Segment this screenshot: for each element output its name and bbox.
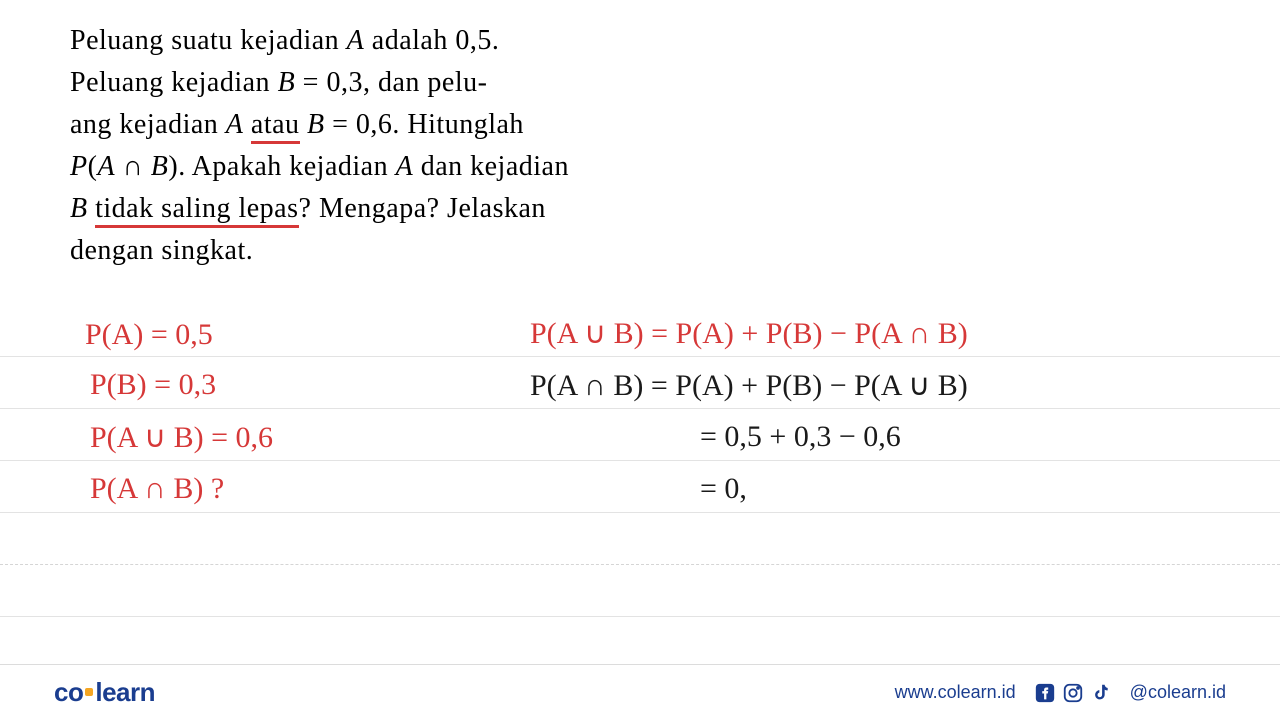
tiktok-icon [1090,682,1112,704]
text [300,109,308,140]
text: ( [88,151,98,182]
text: Peluang kejadian [70,67,278,98]
footer-url: www.colearn.id [895,682,1016,703]
text: dan kejadian [413,151,569,182]
instagram-icon [1062,682,1084,704]
underlined-tidak-saling-lepas: tidak saling lepas [95,193,298,228]
underlined-atau: atau [251,109,300,144]
handwriting-pb: P(B) = 0,3 [90,368,216,402]
colearn-logo: colearn [54,677,155,708]
text: = 0,3, dan pelu- [295,67,487,98]
var-A: A [97,151,115,182]
social-icons [1034,682,1112,704]
text: adalah 0,5. [364,25,499,56]
var-A: A [396,151,414,182]
var-B: B [151,151,169,182]
text: ). Apakah kejadian [168,151,395,182]
var-B: B [278,67,296,98]
text: = 0,6. Hitunglah [325,109,524,140]
var-B: B [307,109,325,140]
text: Peluang suatu kejadian [70,25,347,56]
footer-handle: @colearn.id [1130,682,1226,703]
handwriting-calc: = 0,5 + 0,3 − 0,6 [700,420,901,454]
handwriting-pa: P(A) = 0,5 [85,318,213,352]
text [243,109,251,140]
var-A: A [226,109,244,140]
handwriting-panb-eq: P(A ∩ B) = P(A) + P(B) − P(A ∪ B) [530,368,968,403]
text: ang kejadian [70,109,226,140]
var-B: B [70,193,88,224]
text: ? Mengapa? Jelaskan [299,193,546,224]
logo-co: co [54,677,83,707]
facebook-icon [1034,682,1056,704]
logo-bullet [85,688,93,696]
var-A: A [347,25,365,56]
logo-learn: learn [95,677,155,707]
text: dengan singkat. [70,235,253,266]
text: ∩ [115,151,151,182]
text [88,193,96,224]
footer: colearn www.colearn.id @colearn.id [0,664,1280,720]
handwriting-paub: P(A ∪ B) = 0,6 [90,420,273,455]
handwriting-panb-q: P(A ∩ B) ? [90,472,224,506]
handwriting-formula-red: P(A ∪ B) = P(A) + P(B) − P(A ∩ B) [530,316,968,351]
footer-right: www.colearn.id @colearn.id [895,682,1226,704]
var-P: P [70,151,88,182]
handwriting-result: = 0, [700,472,747,506]
problem-text: Peluang suatu kejadian A adalah 0,5. Pel… [0,0,1280,272]
